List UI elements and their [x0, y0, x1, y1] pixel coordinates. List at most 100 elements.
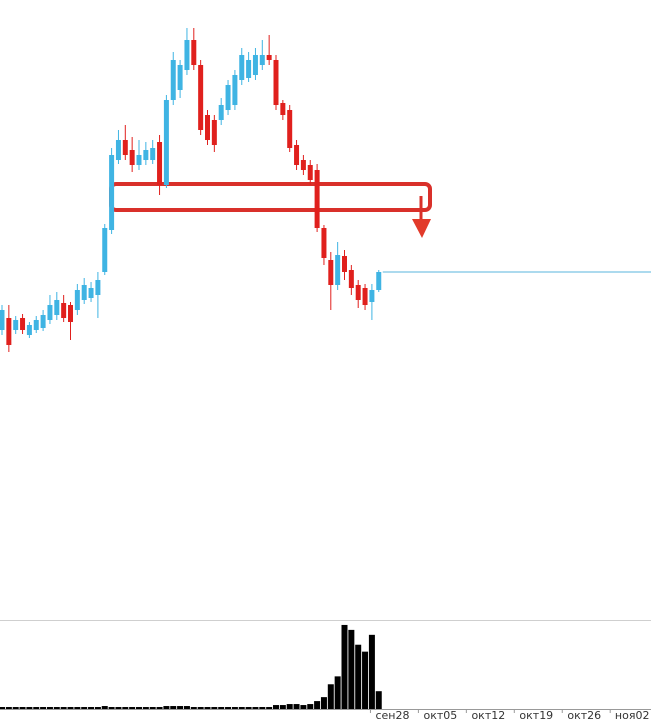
volume-bar — [149, 707, 156, 709]
candle-body — [33, 320, 39, 330]
candle-body — [170, 60, 176, 100]
volume-bar — [40, 707, 47, 709]
candle-body — [129, 150, 135, 165]
volume-bar — [46, 707, 53, 709]
candle-body — [88, 288, 94, 298]
volume-bar — [88, 707, 95, 709]
volume-bar — [81, 707, 88, 709]
volume-bar — [348, 629, 355, 709]
x-tick-label: ноя02 — [615, 709, 650, 720]
candle-body — [342, 256, 347, 272]
x-tick-label: окт19 — [519, 709, 553, 720]
candle-body — [20, 318, 26, 330]
candle-body — [239, 55, 245, 80]
candle-body — [362, 288, 368, 305]
volume-bar — [286, 704, 293, 709]
annotation-box — [109, 182, 432, 212]
volume-bar — [341, 624, 348, 709]
volume-bar — [190, 707, 197, 709]
volume-bar — [362, 651, 369, 709]
volume-bar — [74, 707, 81, 709]
candle-body — [335, 255, 341, 285]
candle-body — [280, 103, 286, 115]
candle-body — [300, 160, 306, 170]
x-tick-label: окт26 — [567, 709, 601, 720]
candle-body — [74, 290, 80, 310]
volume-bar — [300, 705, 307, 709]
volume-bar — [320, 697, 327, 709]
volume-bar — [231, 707, 238, 709]
volume-bar — [101, 706, 108, 709]
volume-bar — [273, 705, 279, 709]
candle-body — [61, 303, 67, 318]
volume-bar — [307, 704, 314, 709]
candle-body — [328, 260, 334, 285]
candle-body — [348, 270, 354, 288]
volume-bar — [334, 676, 341, 709]
candle-body — [246, 60, 252, 78]
volume-bar — [5, 707, 12, 709]
volume-bar — [204, 707, 211, 709]
candle-body — [26, 325, 32, 335]
candle-body — [150, 148, 156, 160]
candle-body — [191, 40, 197, 65]
candle-body — [252, 55, 258, 75]
volume-bar — [375, 691, 382, 709]
candle-body — [369, 290, 375, 302]
volume-bar — [94, 707, 101, 709]
candle-body — [13, 320, 19, 330]
volume-bar — [252, 707, 259, 709]
x-tick-label: сен28 — [375, 709, 409, 720]
candle-body — [157, 142, 163, 185]
candle-body — [163, 100, 169, 185]
volume-bar — [0, 707, 5, 709]
volume-bar — [211, 707, 218, 709]
volume-bar — [108, 707, 115, 709]
candle-body — [102, 228, 108, 272]
volume-bar — [170, 706, 177, 709]
candle-body — [314, 170, 320, 228]
volume-bar — [26, 707, 33, 709]
candle-body — [287, 110, 293, 148]
volume-bar — [12, 707, 19, 709]
candle-body — [109, 155, 115, 230]
candle-body — [225, 85, 231, 110]
annotation-arrow-head — [412, 219, 431, 238]
volume-bar — [327, 684, 334, 709]
candle-body — [266, 55, 272, 60]
candle-body — [136, 155, 142, 165]
candle-body — [211, 120, 217, 145]
volume-bar — [218, 707, 225, 709]
volume-bar — [142, 707, 149, 709]
volume-bar — [279, 705, 286, 709]
candle-body — [81, 285, 87, 300]
volume-bar — [355, 644, 362, 709]
volume-bar — [314, 701, 321, 709]
candle-body — [68, 305, 73, 322]
volume-bar — [225, 707, 232, 709]
volume-bar — [238, 707, 245, 709]
volume-bar — [266, 707, 273, 709]
candle-body — [95, 280, 101, 295]
volume-bar — [368, 634, 375, 709]
volume-bar — [156, 707, 163, 709]
candle-body — [232, 75, 238, 105]
candle-body — [115, 140, 121, 160]
volume-bar — [115, 707, 122, 709]
annotation — [109, 182, 432, 238]
candle-body — [259, 55, 265, 65]
candle-body — [376, 272, 382, 290]
volume-bar — [183, 706, 190, 709]
candle-body — [294, 145, 300, 165]
candle-body — [143, 150, 149, 160]
volume-bar — [67, 707, 74, 709]
candle-body — [321, 228, 327, 258]
volume-bar — [122, 707, 129, 709]
candle-body — [355, 285, 361, 300]
volume-bar — [293, 704, 300, 709]
volume-bar — [163, 706, 170, 709]
candle-body — [273, 60, 279, 105]
volume-bar — [19, 707, 26, 709]
volume-bar — [245, 707, 252, 709]
